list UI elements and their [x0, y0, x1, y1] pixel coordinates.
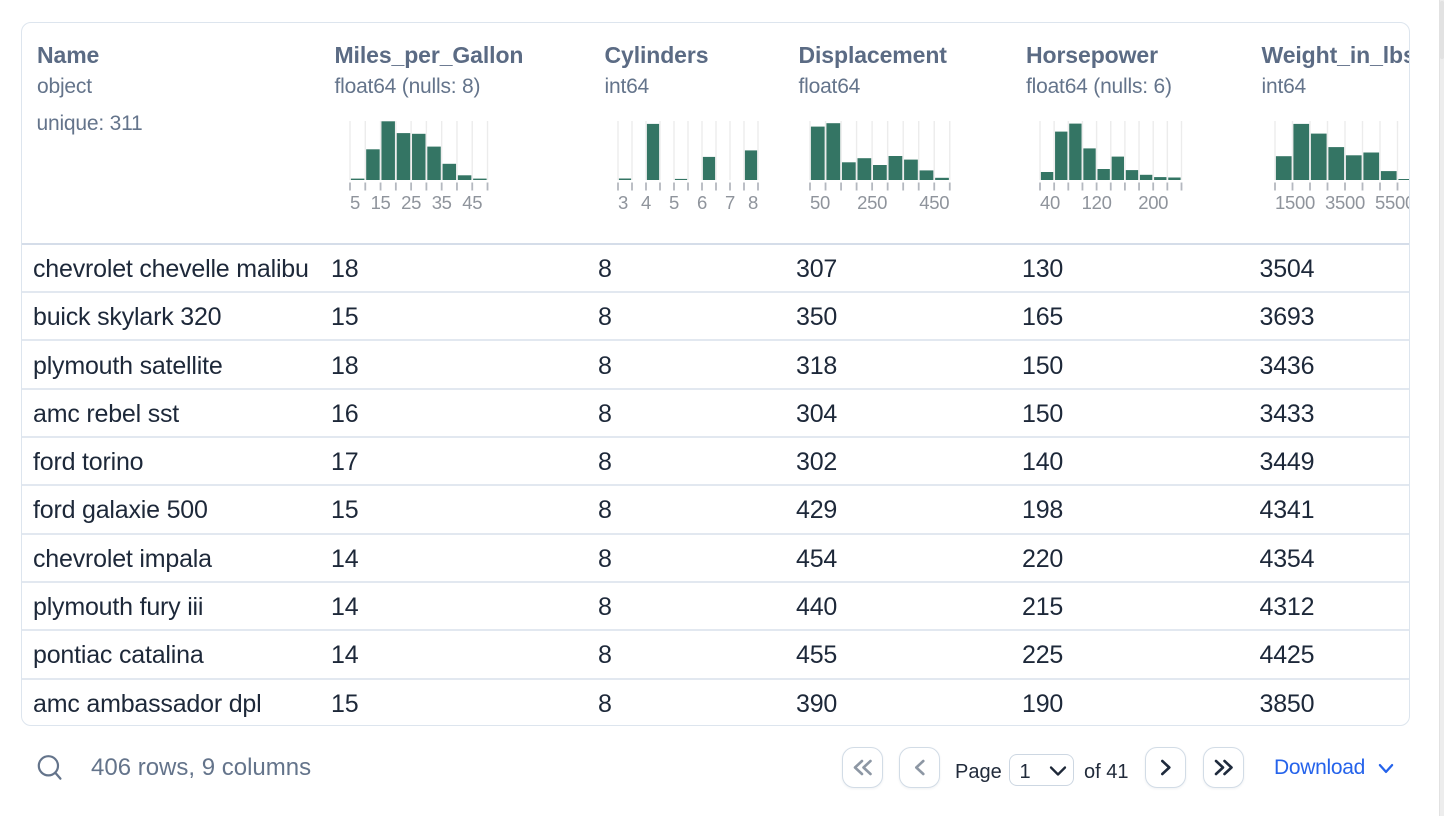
svg-text:3: 3 — [618, 192, 628, 213]
svg-text:15: 15 — [370, 192, 390, 213]
svg-text:1500: 1500 — [1275, 192, 1315, 213]
svg-text:45: 45 — [462, 192, 482, 213]
svg-text:5500: 5500 — [1375, 192, 1410, 213]
svg-text:5: 5 — [669, 192, 679, 213]
svg-text:5: 5 — [350, 192, 360, 213]
svg-text:8: 8 — [748, 192, 758, 213]
svg-text:50: 50 — [810, 192, 830, 213]
svg-text:7: 7 — [725, 192, 735, 213]
svg-text:35: 35 — [431, 192, 451, 213]
svg-text:4: 4 — [641, 192, 651, 213]
svg-text:3500: 3500 — [1325, 192, 1365, 213]
svg-text:450: 450 — [919, 192, 949, 213]
svg-text:200: 200 — [1138, 192, 1168, 213]
svg-text:120: 120 — [1081, 192, 1111, 213]
svg-text:40: 40 — [1040, 192, 1060, 213]
svg-text:6: 6 — [697, 192, 707, 213]
svg-text:25: 25 — [401, 192, 421, 213]
svg-text:250: 250 — [857, 192, 887, 213]
